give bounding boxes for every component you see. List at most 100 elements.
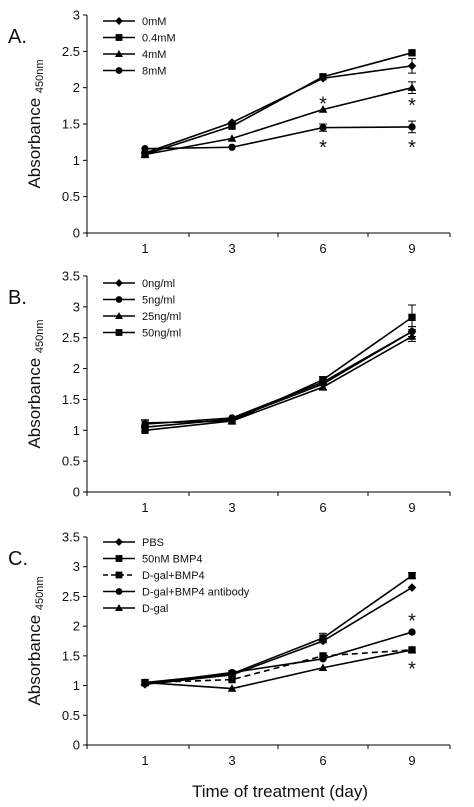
y-tick-label: 2.5 [62, 330, 80, 345]
data-point [141, 426, 149, 434]
panel-b: B. 0 0.5 1 1.5 2 2.5 3 3.5 1 3 6 9 Absorbance 450nm 0n… [8, 269, 451, 515]
legend-marker [115, 604, 123, 611]
y-tick-label: 0.5 [62, 189, 80, 204]
significance-star: * [408, 137, 416, 159]
data-point [319, 376, 327, 384]
series-d-gal [140, 645, 417, 692]
series-50ng-ml [141, 304, 416, 434]
data-point [228, 122, 236, 130]
series-line [144, 52, 413, 156]
data-point [408, 313, 416, 322]
y-tick-label: 1 [73, 153, 80, 168]
y-tick-label: 1.5 [62, 392, 80, 407]
y-tick-label: 3.5 [62, 530, 80, 545]
legend-label: 4mM [142, 49, 166, 61]
legend-item: PBS [103, 537, 164, 549]
series-line [144, 65, 413, 154]
y-tick-label: 0 [73, 226, 80, 241]
y-tick-label: 2 [73, 619, 80, 634]
legend-marker [115, 34, 123, 41]
data-point [407, 645, 417, 654]
data-point [228, 417, 236, 425]
legend-label: 0mM [142, 16, 166, 28]
y-tick-label: 2.5 [62, 44, 80, 59]
significance-star: * [319, 137, 327, 159]
panel-label: C. [8, 548, 28, 570]
data-point [228, 668, 236, 677]
data-point [408, 628, 416, 636]
x-tick-label: 9 [408, 241, 415, 256]
series-line [144, 316, 413, 432]
data-point [319, 634, 327, 642]
legend-label: PBS [142, 537, 164, 549]
y-tick-label: 2.5 [62, 589, 80, 604]
y-tick-label: 2 [73, 80, 80, 95]
legend-item: 0ng/ml [103, 278, 175, 290]
legend-item: D-gal [103, 603, 168, 615]
x-tick-label: 6 [319, 500, 326, 515]
panel-c: C. 0 0.5 1 1.5 2 2.5 3 3.5 1 3 6 9 Absorbance 450nm PB… [8, 530, 451, 768]
data-point [228, 143, 236, 151]
significance-star: * [408, 659, 416, 681]
x-axis-title: Time of treatment (day) [192, 782, 368, 801]
y-axis-title: Absorbance 450nm [25, 576, 46, 705]
legend-item: D-gal+BMP4 antibody [103, 587, 250, 599]
x-tick-label: 9 [408, 500, 415, 515]
y-tick-label: 3 [73, 8, 80, 23]
legend-label: 50nM BMP4 [142, 554, 203, 566]
legend-label: 25ng/ml [142, 311, 181, 323]
x-tick-label: 9 [408, 753, 415, 768]
series-line [144, 330, 413, 428]
y-tick-label: 1 [73, 423, 80, 438]
series-line [144, 649, 413, 690]
data-point [407, 83, 417, 91]
y-tick-label: 3.5 [62, 269, 80, 284]
y-axis-title-sub: 450nm [34, 576, 46, 610]
series-25ng-ml [140, 331, 417, 427]
data-point [227, 134, 237, 142]
series-5ng-ml [141, 326, 416, 428]
data-point [407, 61, 417, 71]
series-8mm [141, 120, 416, 153]
panel-label: A. [8, 26, 27, 48]
y-tick-label: 0 [73, 738, 80, 753]
panel-a: A. 0 0.5 1 1.5 2 2.5 3 1 3 6 9 Absorbance 450nm 0mM 0.… [8, 8, 451, 256]
legend-label: 0ng/ml [142, 278, 175, 290]
y-tick-label: 1.5 [62, 648, 80, 663]
legend-item: 50nM BMP4 [103, 554, 203, 566]
y-axis-title-main: Absorbance [25, 353, 44, 448]
significance-star: * [408, 610, 416, 632]
series-line [144, 86, 413, 156]
y-tick-label: 1.5 [62, 117, 80, 132]
significance-star: * [408, 95, 416, 117]
legend-marker [115, 67, 123, 74]
data-point [319, 73, 327, 81]
y-axis-title-sub: 450nm [34, 59, 46, 93]
y-tick-label: 0.5 [62, 708, 80, 723]
y-tick-label: 0.5 [62, 454, 80, 469]
legend-marker [115, 555, 123, 562]
data-point [228, 675, 236, 684]
legend-item: 0mM [103, 16, 166, 28]
legend-marker [115, 571, 123, 579]
data-point [407, 332, 417, 340]
legend-item: D-gal+BMP4 [103, 570, 205, 582]
legend-marker [115, 329, 123, 336]
data-point [318, 105, 328, 113]
legend-item: 5ng/ml [103, 295, 175, 307]
series-line [144, 335, 413, 424]
legend-label: D-gal+BMP4 antibody [142, 587, 250, 599]
legend-item: 4mM [103, 49, 166, 61]
data-point [140, 150, 150, 158]
x-tick-label: 1 [141, 753, 148, 768]
y-axis-title: Absorbance 450nm [25, 319, 46, 448]
x-tick-label: 6 [319, 753, 326, 768]
legend-marker [115, 17, 123, 25]
legend-marker [115, 296, 123, 303]
data-point [140, 678, 150, 686]
y-tick-label: 2 [73, 361, 80, 376]
data-point [319, 123, 327, 132]
series-pbs [140, 583, 417, 689]
data-point [140, 418, 150, 427]
